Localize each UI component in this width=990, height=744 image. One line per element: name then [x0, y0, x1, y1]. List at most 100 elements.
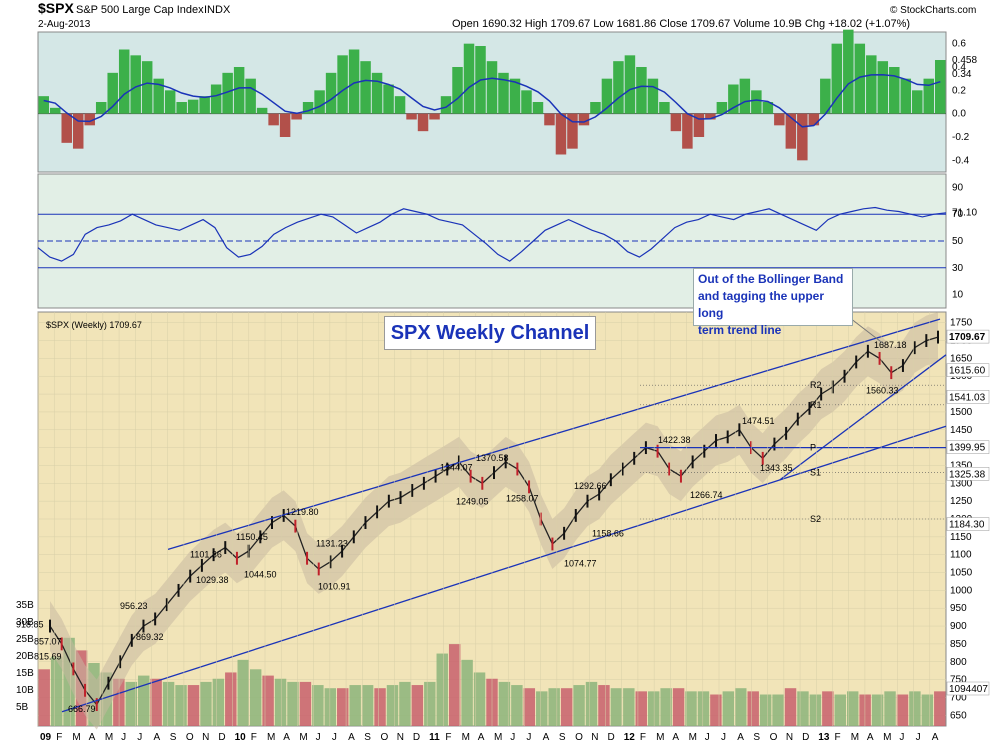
- volume-bar: [125, 681, 138, 726]
- axis-layer: 0.60.40.20.0-0.2-0.40.4580.3490705030107…: [16, 39, 990, 743]
- volume-bar: [361, 685, 374, 726]
- volume-bar: [411, 685, 424, 726]
- x-tick-label: F: [835, 732, 841, 743]
- momentum-bar: [831, 43, 843, 114]
- momentum-signal-value: 0.34: [952, 69, 972, 80]
- momentum-bar: [498, 72, 509, 114]
- momentum-bar: [670, 113, 682, 132]
- peak-label: 1131.23: [316, 539, 348, 549]
- momentum-bar: [509, 78, 521, 114]
- volume-bar: [399, 681, 411, 726]
- peak-label: 1266.74: [690, 490, 723, 500]
- volume-bar: [697, 691, 710, 726]
- volume-bar: [784, 688, 797, 726]
- momentum-tick-label: 0.2: [952, 85, 966, 96]
- momentum-bar: [889, 67, 900, 114]
- momentum-bar: [636, 67, 647, 114]
- pivot-label: P: [810, 443, 816, 453]
- x-tick-label: A: [478, 732, 485, 743]
- momentum-bar: [900, 78, 912, 114]
- momentum-bar: [38, 96, 49, 114]
- upper-trendline: [167, 318, 941, 550]
- price-tick-label: 800: [950, 657, 967, 668]
- price-tick-label: 1150: [950, 532, 972, 543]
- x-tick-label: A: [932, 732, 939, 743]
- volume-tick-label: 5B: [16, 702, 29, 713]
- volume-bar: [647, 691, 660, 726]
- chart-title: SPX Weekly Channel: [384, 316, 596, 350]
- rsi-tick-label: 90: [952, 182, 964, 193]
- x-tick-label: J: [510, 732, 515, 743]
- momentum-bar: [429, 113, 440, 120]
- right-value-box: [946, 390, 990, 404]
- x-tick-label: A: [154, 732, 161, 743]
- momentum-bar: [176, 102, 187, 114]
- index-name: S&P 500 Large Cap Index: [76, 4, 204, 16]
- right-value-box: [946, 363, 990, 377]
- x-tick-label: J: [916, 732, 921, 743]
- x-tick-label: M: [462, 732, 470, 743]
- momentum-bar: [314, 90, 325, 114]
- x-tick-label: D: [218, 732, 225, 743]
- x-tick-label: O: [381, 732, 389, 743]
- volume-bar: [523, 688, 536, 726]
- momentum-bar: [187, 99, 199, 114]
- rsi-last-value: 71.10: [952, 208, 977, 219]
- volume-bar: [797, 691, 809, 726]
- momentum-bar: [291, 113, 302, 120]
- callout-note: Out of the Bollinger Band and tagging th…: [693, 268, 853, 337]
- x-tick-label: A: [867, 732, 874, 743]
- price-tick-label: 1050: [950, 568, 973, 579]
- peak-label: 857.07: [34, 636, 62, 646]
- momentum-bar: [371, 72, 383, 114]
- callout-line-1: Out of the Bollinger Band: [698, 272, 844, 286]
- x-tick-label: J: [332, 732, 337, 743]
- peak-label: 1422.38: [658, 435, 691, 445]
- x-tick-label: A: [543, 732, 550, 743]
- momentum-bar: [337, 55, 348, 114]
- x-tick-label: M: [689, 732, 697, 743]
- x-tick-label: A: [89, 732, 96, 743]
- volume-bar: [274, 678, 287, 726]
- momentum-tick-label: 0.0: [952, 109, 966, 120]
- volume-bar: [548, 688, 560, 726]
- momentum-bar: [118, 49, 130, 114]
- momentum-bar: [935, 60, 946, 114]
- price-tick-label: 1350: [950, 460, 973, 471]
- volume-bar: [162, 681, 175, 726]
- x-tick-label: N: [202, 732, 209, 743]
- momentum-bar: [866, 55, 877, 114]
- volume-bar: [511, 685, 523, 726]
- volume-bar: [299, 681, 312, 726]
- momentum-bar: [95, 102, 107, 114]
- volume-bar: [312, 685, 324, 726]
- peak-label: 1292.66: [574, 481, 607, 491]
- momentum-bar: [84, 113, 95, 126]
- x-tick-label: M: [883, 732, 891, 743]
- momentum-bar: [659, 102, 670, 114]
- x-tick-label: S: [170, 732, 177, 743]
- x-tick-label: F: [56, 732, 62, 743]
- momentum-bar: [256, 107, 268, 114]
- x-tick-label: M: [494, 732, 502, 743]
- peak-label: 1150.45: [236, 532, 268, 542]
- volume-bar: [772, 694, 784, 726]
- volume-bar: [337, 688, 349, 726]
- peak-label: 1029.38: [196, 575, 229, 585]
- momentum-bar: [578, 113, 590, 126]
- peak-label: 1370.58: [476, 453, 509, 463]
- right-value-label: 1325.38: [949, 469, 986, 480]
- x-tick-label: M: [72, 732, 80, 743]
- right-value-box: [946, 517, 990, 531]
- volume-bar: [846, 691, 859, 726]
- x-tick-label: A: [348, 732, 355, 743]
- momentum-bar: [716, 102, 728, 114]
- right-value-box: [946, 440, 990, 454]
- callout-pointer: [849, 317, 885, 345]
- momentum-bar: [923, 78, 935, 114]
- peak-label: 1343.35: [760, 463, 793, 473]
- volume-bar: [710, 694, 722, 726]
- momentum-bar: [774, 113, 785, 126]
- price-tick-label: 1100: [950, 550, 972, 561]
- volume-bar: [138, 675, 150, 726]
